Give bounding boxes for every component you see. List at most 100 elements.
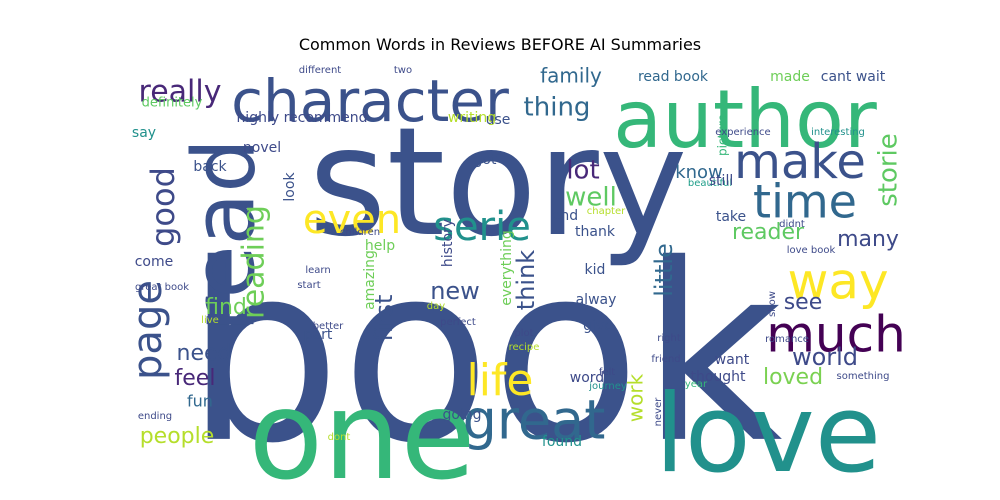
word-say: say (132, 125, 156, 141)
word-history: history (440, 219, 456, 267)
word-learn: learn (305, 265, 330, 276)
word-love: love (655, 372, 881, 497)
word-live: live (201, 315, 219, 326)
word-thing: thing (524, 93, 591, 123)
word-journey: journey (588, 381, 627, 392)
word-ending: ending (138, 411, 172, 422)
word-look: look (282, 172, 298, 202)
word-reading: reading (237, 205, 272, 319)
word-start: start (297, 280, 320, 291)
word-different: different (299, 65, 342, 76)
word-much: much (766, 306, 906, 364)
word-make: make (734, 134, 866, 190)
word-world: world (792, 343, 858, 371)
word-find: find (205, 295, 247, 320)
word-show: show (767, 291, 778, 317)
word-loved: loved (763, 365, 823, 390)
word-two: two (394, 65, 412, 76)
word-new: new (430, 277, 480, 305)
word-dont: dont (328, 432, 351, 443)
word-thank: thank (575, 224, 616, 240)
word-back: back (193, 159, 227, 175)
word-help: help (365, 238, 395, 254)
word-alway: alway (576, 292, 617, 308)
word-read: read (174, 138, 274, 332)
word-good: good (144, 167, 182, 247)
chart-title: Common Words in Reviews BEFORE AI Summar… (298, 35, 702, 54)
word-word: word (570, 370, 604, 386)
word-one: one (248, 365, 475, 500)
word-novel: novel (243, 140, 281, 156)
word-work: work (624, 373, 648, 422)
word-want: want (715, 352, 750, 368)
word-something: something (837, 371, 890, 382)
word-great-book: great book (135, 282, 189, 293)
word-little: little (650, 243, 678, 297)
word-experience: experience (715, 127, 770, 138)
word-felt: felt (599, 367, 615, 378)
word-need: need (177, 341, 232, 366)
word-well: well (565, 183, 617, 213)
word-children: children (340, 227, 380, 238)
word-take: take (716, 209, 746, 225)
word-storie: storie (874, 133, 904, 207)
word-never: never (653, 397, 664, 427)
word-reader: reader (732, 220, 805, 245)
word-serie: serie (433, 204, 531, 250)
word-family: family (540, 64, 602, 88)
word-read-book: read book (638, 69, 709, 85)
word-way: way (787, 253, 888, 311)
word-day: day (427, 301, 445, 312)
word-highly-recommend: highly recommend (236, 110, 367, 126)
word-page: page (125, 280, 171, 380)
word-end: end (552, 208, 578, 224)
word-give: give (583, 318, 613, 334)
word-many: many (837, 227, 899, 252)
word-character: character (231, 67, 509, 135)
word-use: use (486, 112, 511, 128)
word-thought: thought (690, 369, 746, 385)
word-feel: feel (175, 366, 216, 391)
word-life: life (466, 355, 533, 406)
word-part: part (304, 327, 333, 343)
word-come: come (135, 254, 174, 270)
word-think: think (512, 250, 540, 311)
word-beautiful: beautiful (688, 178, 732, 189)
word-didnt: didnt (779, 219, 805, 230)
word-great: great (463, 389, 606, 452)
word-book: book (185, 212, 782, 497)
word-amazing: amazing (362, 250, 378, 310)
word-people: people (140, 424, 215, 449)
word-cant-wait: cant wait (821, 69, 886, 85)
word-know: know (675, 162, 723, 183)
word-chapter: chapter (587, 206, 626, 217)
word-made: made (770, 69, 810, 85)
word-everything: everything (499, 230, 515, 306)
word-even: even (303, 197, 401, 243)
word-right: right (657, 333, 681, 344)
word-time: time (753, 175, 857, 229)
word-see: see (784, 290, 823, 315)
word-picture: picture (716, 114, 730, 156)
word-better: better (313, 321, 344, 332)
word-author: author (613, 73, 877, 166)
word-writing: writing (448, 110, 496, 126)
word-kid: kid (585, 262, 606, 278)
word-lot: lot (566, 156, 599, 186)
word-friend: friend (651, 354, 680, 365)
word-story: story (308, 96, 687, 270)
word-got: got (474, 152, 497, 168)
word-found: found (542, 434, 582, 450)
word-really: really (139, 75, 222, 110)
word-interesting: interesting (811, 127, 865, 138)
word-going: going (442, 407, 481, 423)
word-recipe: recipe (509, 342, 540, 353)
word-love-book: love book (787, 245, 836, 256)
word-fun: fun (187, 392, 213, 411)
word-definitely: definitely (142, 96, 203, 111)
word-plot: plot (514, 328, 533, 339)
word-year: year (685, 379, 708, 390)
word-perfect: perfect (440, 317, 476, 328)
word-still: still (709, 173, 733, 189)
